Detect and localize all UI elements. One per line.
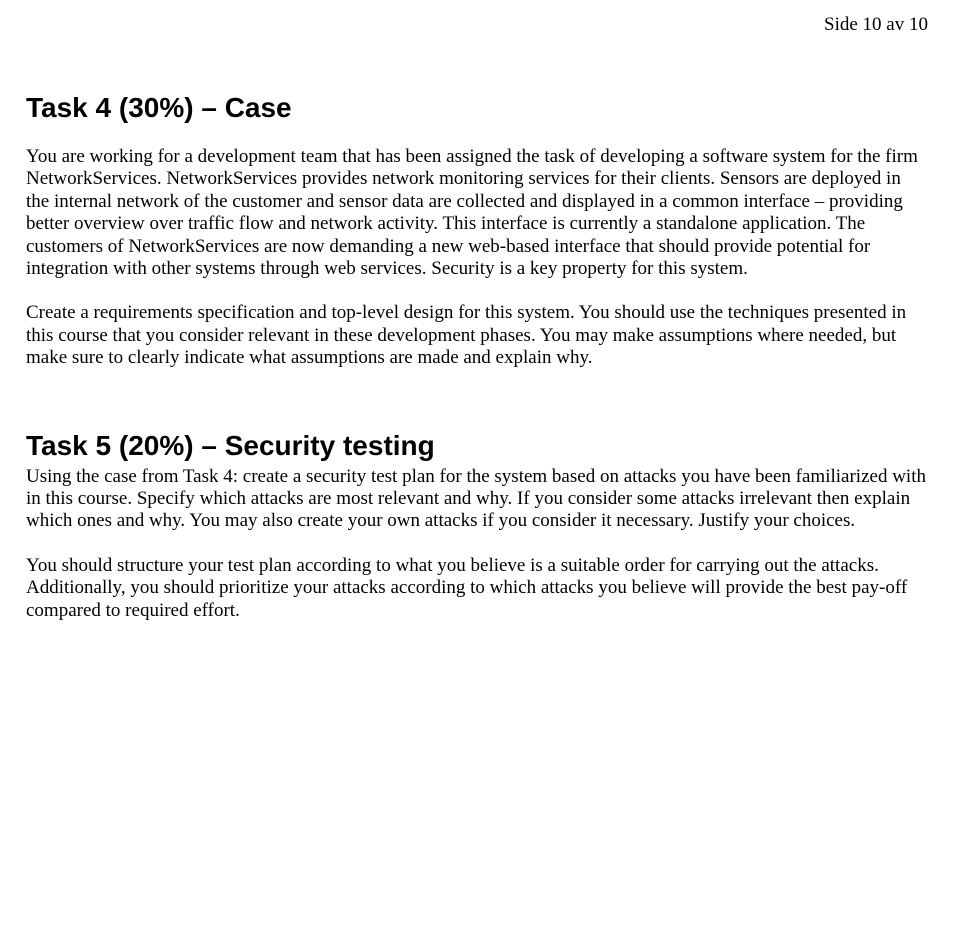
section-gap (26, 392, 928, 430)
task5-heading: Task 5 (20%) – Security testing (26, 430, 928, 462)
task4-paragraph-1: You are working for a development team t… (26, 146, 928, 280)
task5-paragraph-1: Using the case from Task 4: create a sec… (26, 466, 928, 533)
document-page: Side 10 av 10 Task 4 (30%) – Case You ar… (0, 0, 960, 952)
task5-paragraph-2: You should structure your test plan acco… (26, 555, 928, 577)
task4-heading: Task 4 (30%) – Case (26, 92, 928, 124)
task4-paragraph-2: Create a requirements specification and … (26, 302, 928, 369)
page-number-header: Side 10 av 10 (26, 14, 928, 36)
task5-paragraph-3: Additionally, you should prioritize your… (26, 577, 928, 622)
